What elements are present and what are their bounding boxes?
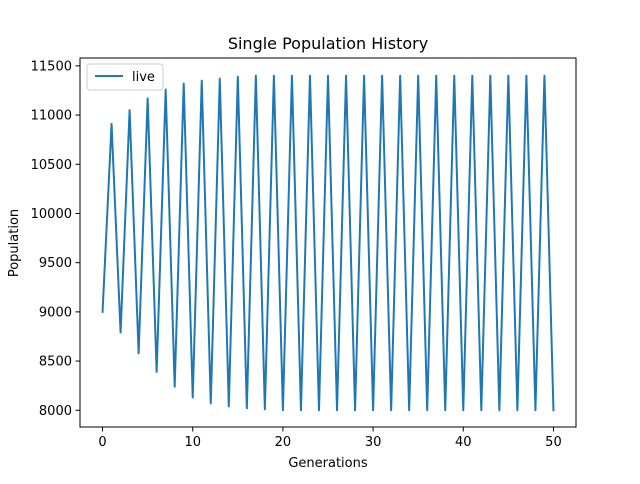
y-tick-label: 9500 (39, 256, 72, 271)
axes-frame (79, 57, 577, 428)
x-tick-label: 0 (98, 435, 106, 450)
x-tick-label: 40 (455, 435, 472, 450)
y-axis-ticks: 8000 8500 9000 9500 10000 10500 11000 11500 (31, 59, 80, 419)
x-axis-label: Generations (288, 456, 368, 471)
x-tick-label: 10 (184, 435, 201, 450)
chart-title: Single Population History (228, 34, 428, 53)
y-tick-label: 10500 (31, 158, 72, 173)
legend: live (86, 63, 164, 91)
legend-box (86, 63, 164, 91)
y-tick-label: 11500 (31, 59, 72, 74)
y-tick-label: 8500 (39, 355, 72, 370)
y-tick-label: 11000 (31, 109, 72, 124)
series-line-live (101, 74, 555, 412)
y-tick-label: 10000 (31, 207, 72, 222)
x-axis-ticks: 0 10 20 30 40 50 (98, 427, 562, 450)
legend-label-live: live (132, 70, 155, 85)
y-axis-label: Population (7, 209, 22, 277)
x-tick-label: 50 (545, 435, 562, 450)
plot-area (101, 74, 555, 412)
x-tick-label: 20 (275, 435, 292, 450)
y-tick-label: 9000 (39, 305, 72, 320)
y-tick-label: 8000 (39, 404, 72, 419)
x-tick-label: 30 (365, 435, 382, 450)
